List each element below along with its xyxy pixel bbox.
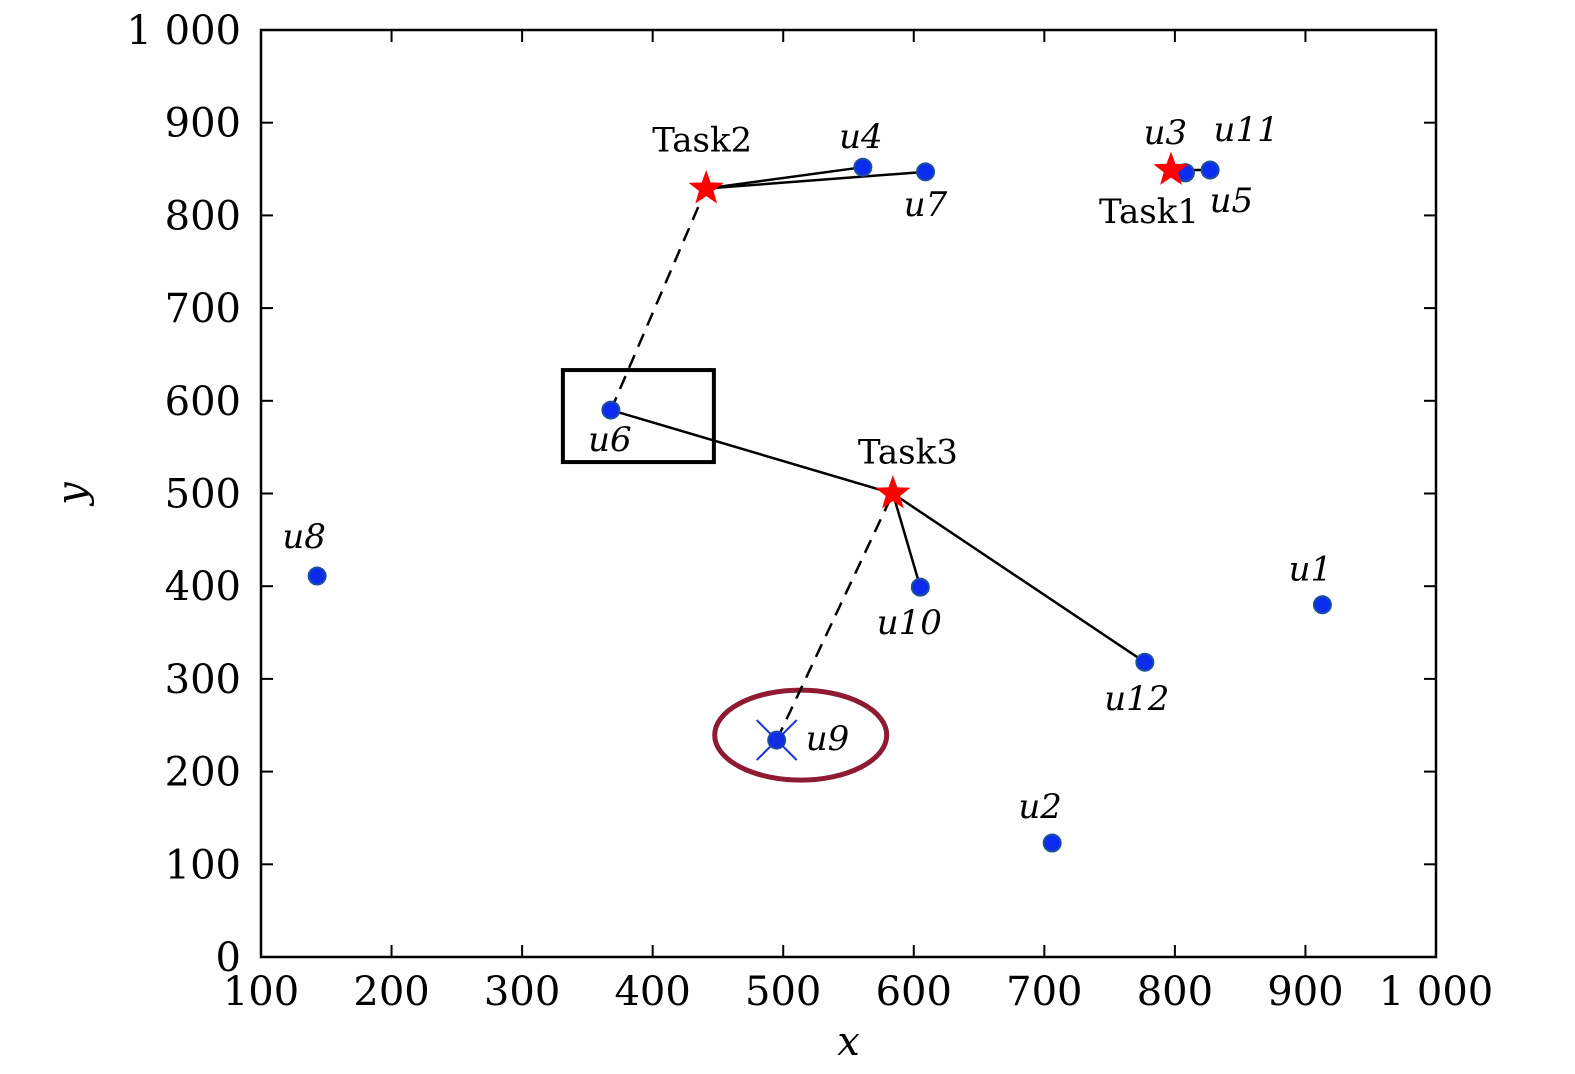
user-point-u4	[853, 157, 873, 177]
y-tick-label: 600	[165, 379, 241, 425]
user-label-u6: u6	[588, 420, 632, 460]
x-tick-label: 600	[876, 969, 952, 1015]
y-axis-title: y	[49, 481, 95, 507]
user-label-u4: u4	[839, 117, 883, 157]
y-tick-label: 200	[165, 750, 241, 796]
user-point-u7	[916, 162, 936, 182]
y-tick-label: 500	[165, 472, 241, 518]
x-tick-label: 400	[614, 969, 690, 1015]
user-label-u12: u12	[1104, 679, 1169, 719]
dashed-link-u9-Task3	[775, 492, 895, 741]
x-tick-label: 200	[353, 969, 429, 1015]
axes-layer: 100 200 300 400 500 600 700 800 900 1 00001002003…	[126, 8, 1493, 1015]
y-tick-label: 300	[165, 657, 241, 703]
x-axis-title: x	[837, 1019, 860, 1065]
user-label-u9: u9	[806, 719, 850, 759]
user-label-u5: u5	[1210, 181, 1254, 221]
task-label-Task1: Task1	[1099, 192, 1199, 232]
task-label-Task2: Task2	[652, 121, 752, 161]
x-tick-label: 700	[1006, 969, 1082, 1015]
dashed-link-u6-Task2	[609, 188, 708, 411]
x-tick-label: 1 000	[1379, 969, 1494, 1015]
y-tick-label: 800	[165, 193, 241, 239]
user-point-u1	[1312, 595, 1332, 615]
x-tick-label: 100	[223, 969, 299, 1015]
y-tick-label: 700	[165, 286, 241, 332]
user-label-u3: u3	[1144, 113, 1188, 153]
y-tick-label: 400	[165, 564, 241, 610]
y-tick-label: 1 000	[126, 8, 241, 54]
user-label-u2: u2	[1018, 787, 1062, 827]
user-point-u11	[1200, 160, 1220, 180]
user-point-u6	[601, 400, 621, 420]
user-point-u10	[910, 577, 930, 597]
assignment-link-u4-Task2	[706, 165, 864, 190]
cross-mark-u9	[755, 719, 798, 761]
marker-layer	[307, 151, 1332, 853]
user-label-u7: u7	[904, 185, 948, 225]
y-tick-label: 100	[165, 842, 241, 888]
label-layer: u1 u2 u3 u4 u5 u6 u7 u8 u9 u10 u11 u12 Task1 Task2 Tas…	[282, 110, 1332, 827]
assignment-link-u6-Task3	[610, 408, 894, 495]
assignment-link-u7-Task2	[706, 170, 926, 190]
assignment-link-u10-Task3	[891, 493, 922, 588]
user-label-u8: u8	[282, 517, 326, 557]
assignment-link-u12-Task3	[892, 492, 1146, 664]
x-tick-label: 500	[745, 969, 821, 1015]
y-tick-label: 0	[216, 935, 241, 981]
link-layer	[609, 165, 1211, 741]
task-star-Task1	[1153, 151, 1189, 185]
user-label-u1: u1	[1289, 550, 1333, 590]
user-point-u12	[1135, 652, 1155, 672]
user-point-u8	[307, 566, 327, 586]
user-label-u10: u10	[877, 603, 942, 643]
x-tick-label: 900	[1267, 969, 1343, 1015]
task-star-Task3	[875, 475, 911, 509]
user-label-u11: u11	[1214, 110, 1279, 150]
x-tick-label: 800	[1137, 969, 1213, 1015]
task-label-Task3: Task3	[858, 433, 958, 473]
x-tick-label: 300	[484, 969, 560, 1015]
ellipse-around-u9	[712, 687, 890, 783]
y-tick-label: 900	[165, 101, 241, 147]
task-star-Task2	[688, 170, 724, 204]
highlight-box-u6	[560, 368, 716, 465]
user-point-u2	[1042, 833, 1062, 853]
